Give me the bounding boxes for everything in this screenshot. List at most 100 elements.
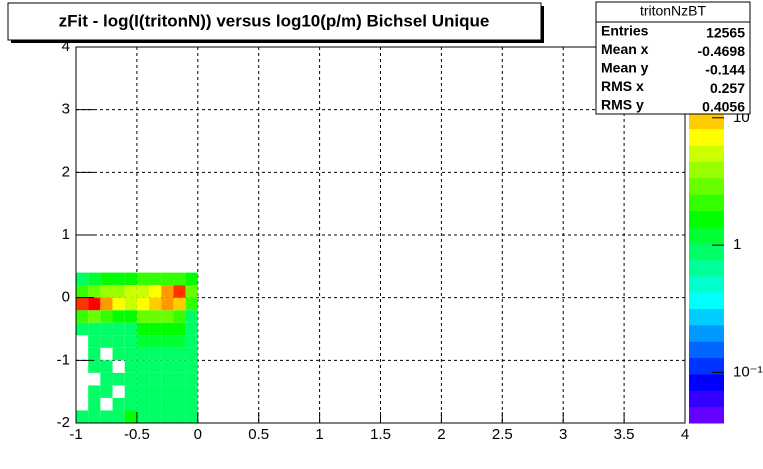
heatmap-cell xyxy=(149,272,162,286)
heatmap-cell xyxy=(185,410,198,423)
heatmap-cell xyxy=(185,397,198,411)
heatmap-cell xyxy=(136,385,150,398)
heatmap-cell xyxy=(124,272,137,286)
heatmap-cell xyxy=(112,410,125,423)
stats-frame xyxy=(595,1,751,115)
heatmap-cell xyxy=(88,410,101,423)
y-tick-label: 4 xyxy=(62,38,70,55)
palette-band xyxy=(689,324,724,342)
heatmap-cell xyxy=(173,335,186,348)
heatmap-cell xyxy=(112,335,125,348)
x-tick-label: 4 xyxy=(681,426,689,443)
heatmap-cell xyxy=(124,410,137,423)
palette-band xyxy=(689,128,724,146)
heatmap-cell xyxy=(149,285,162,298)
x-tick-label: 0 xyxy=(194,426,202,443)
title-box xyxy=(7,2,542,41)
heatmap-cell xyxy=(112,285,125,298)
heatmap-cell xyxy=(149,310,162,323)
heatmap-cell xyxy=(88,385,101,398)
x-tick-label: 1.5 xyxy=(370,426,391,443)
heatmap-cell xyxy=(88,397,101,411)
stats-box: tritonNzBT Entries 12565 Mean x -0.4698 Mean… xyxy=(595,1,751,115)
heatmap-cell xyxy=(124,372,137,386)
heatmap-cell xyxy=(185,285,198,298)
heatmap-cell xyxy=(185,310,198,323)
stats-label: Mean y xyxy=(601,60,649,76)
y-tick-label: 2 xyxy=(62,163,70,180)
stats-label: Entries xyxy=(601,23,649,39)
heatmap-cell xyxy=(173,385,186,398)
heatmap-cell xyxy=(185,322,198,336)
heatmap-cell xyxy=(88,322,101,336)
heatmap-cell xyxy=(100,335,113,348)
heatmap-cell xyxy=(149,360,162,373)
heatmap-cell xyxy=(112,310,125,323)
stats-label: RMS y xyxy=(601,97,644,113)
palette-band xyxy=(689,292,724,310)
heatmap-cell xyxy=(185,372,198,386)
palette-band xyxy=(689,161,724,179)
heatmap-cell xyxy=(173,322,186,336)
heatmap-cell xyxy=(161,410,174,423)
y-tick-label: 0 xyxy=(62,289,70,306)
heatmap-cell xyxy=(76,272,89,286)
heatmap-cell xyxy=(149,347,162,361)
heatmap-cell xyxy=(173,410,186,423)
stats-value: 0.257 xyxy=(710,80,745,96)
heatmap-cell xyxy=(161,397,174,411)
heatmap-cell xyxy=(173,360,186,373)
heatmap-cell xyxy=(161,297,174,311)
heatmap-cell xyxy=(173,310,186,323)
heatmap-cell xyxy=(136,285,150,298)
heatmap-cell xyxy=(136,347,150,361)
heatmap-cell xyxy=(173,347,186,361)
palette-band xyxy=(689,243,724,261)
stats-value: 12565 xyxy=(706,25,745,41)
chart-title: zFit - log(I(tritonN)) versus log10(p/m)… xyxy=(59,11,490,30)
heatmap-cell xyxy=(124,335,137,348)
heatmap-cell xyxy=(88,285,101,298)
heatmap-cell xyxy=(173,372,186,386)
heatmap-cell xyxy=(76,310,89,323)
x-tick-label: 3 xyxy=(559,426,567,443)
y-tick-label: 3 xyxy=(62,101,70,118)
palette-band xyxy=(689,194,724,211)
heatmap-cell xyxy=(149,410,162,423)
stats-value: -0.4698 xyxy=(698,43,746,59)
palette-band xyxy=(689,390,724,408)
heatmap-cell xyxy=(136,360,150,373)
x-tick-label: -1 xyxy=(69,426,82,443)
heatmap-cell xyxy=(185,335,198,348)
palette-band xyxy=(689,226,724,244)
heatmap-cell xyxy=(161,360,174,373)
heatmap-cell xyxy=(136,335,150,348)
palette-band xyxy=(689,275,724,293)
heatmap-cell xyxy=(149,385,162,398)
stats-label: RMS x xyxy=(601,78,644,94)
heatmap-cell xyxy=(136,310,150,323)
heatmap-cell xyxy=(112,297,125,311)
palette-band xyxy=(689,145,724,162)
heatmap-cell xyxy=(124,385,137,398)
heatmap-cell xyxy=(124,310,137,323)
heatmap-cell xyxy=(124,397,137,411)
heatmap-cell xyxy=(136,372,150,386)
heatmap-cell xyxy=(76,322,89,336)
palette-band xyxy=(689,259,724,277)
palette-band xyxy=(689,177,724,195)
heatmap-cell xyxy=(161,347,174,361)
heatmap-cell xyxy=(136,322,150,336)
y-tick-label: 1 xyxy=(62,226,70,243)
heatmap-cell xyxy=(124,322,137,336)
heatmap-cell xyxy=(161,385,174,398)
heatmap-cell xyxy=(173,297,186,311)
heatmap-cell xyxy=(88,360,101,373)
x-tick-label: 3.5 xyxy=(614,426,635,443)
heatmap-cell xyxy=(161,272,174,286)
heatmap-cell xyxy=(161,310,174,323)
heatmap-cell xyxy=(100,272,113,286)
